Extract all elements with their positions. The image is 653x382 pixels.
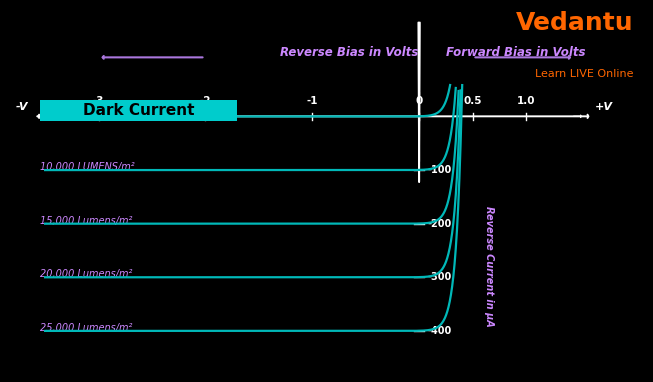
Text: 15,000 Lumens/m²: 15,000 Lumens/m² [40,216,132,226]
Text: 20,000 Lumens/m²: 20,000 Lumens/m² [40,269,132,280]
Text: Learn LIVE Online: Learn LIVE Online [535,69,633,79]
Text: -1: -1 [306,96,318,105]
Text: Dark Current: Dark Current [83,103,195,118]
Text: 1.0: 1.0 [517,96,535,105]
Text: 25,000 Lumens/m²: 25,000 Lumens/m² [40,323,132,333]
Text: Reverse Bias in Volts: Reverse Bias in Volts [280,45,419,58]
Text: 0.5: 0.5 [463,96,482,105]
Text: -100: -100 [428,165,452,175]
Text: -200: -200 [428,219,452,228]
Text: 10,000 LUMENS/m²: 10,000 LUMENS/m² [40,162,135,172]
Text: +V: +V [594,102,613,112]
Text: -V: -V [16,102,28,112]
Text: Reverse Current in μA: Reverse Current in μA [484,206,494,327]
Text: Forward Bias in Volts: Forward Bias in Volts [446,45,585,58]
Text: -2: -2 [200,96,211,105]
Text: -3: -3 [93,96,104,105]
Text: -400: -400 [428,326,452,336]
FancyBboxPatch shape [40,100,238,121]
Text: Vedantu: Vedantu [516,11,633,36]
Text: -300: -300 [428,272,452,282]
Text: 0: 0 [415,96,422,105]
